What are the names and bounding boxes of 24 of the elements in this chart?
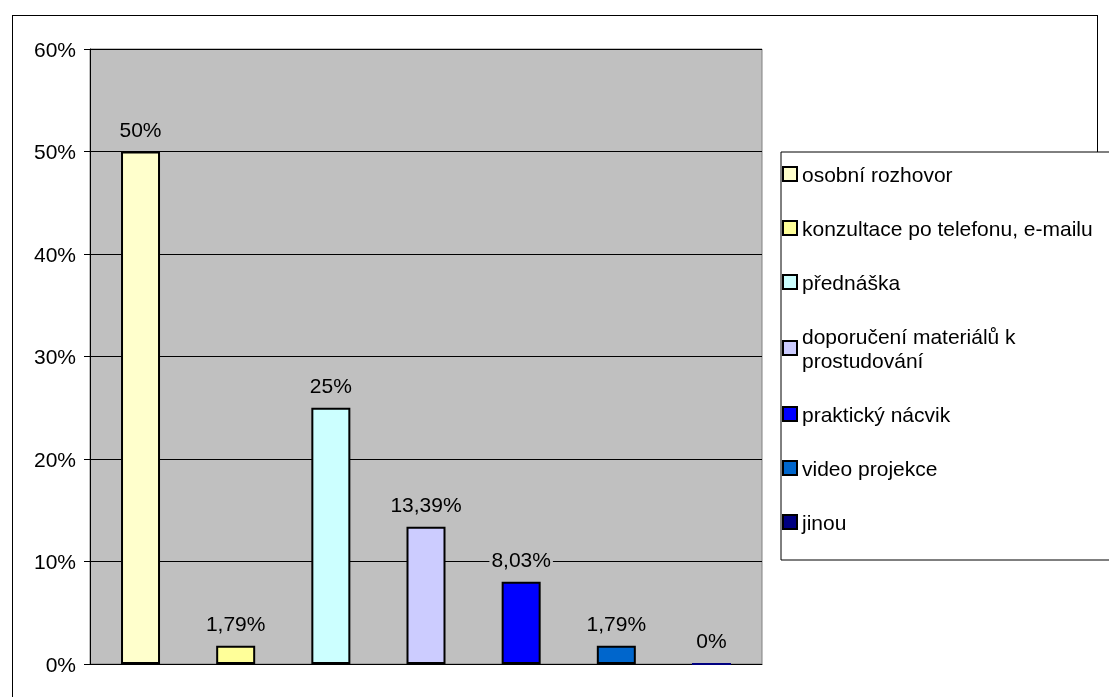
legend-label: praktický nácvik (802, 402, 951, 426)
y-tick-label: 0% (45, 652, 76, 676)
bar (501, 581, 541, 664)
y-tick-label: 50% (33, 140, 76, 163)
bar (596, 645, 636, 664)
legend-label: doporučení materiálů k prostudování (802, 324, 1022, 372)
y-tick-label: 30% (33, 345, 76, 368)
data-label: 50% (119, 117, 162, 141)
legend-label: jinou (801, 510, 847, 534)
data-label: 0% (696, 629, 727, 652)
legend-label: video projekce (802, 456, 938, 480)
bar (216, 645, 256, 664)
y-tick-label: 40% (33, 242, 76, 266)
legend-label: osobní rozhovor (802, 162, 953, 186)
data-label: 1,79% (586, 611, 647, 635)
y-tick-label: 10% (33, 550, 76, 573)
legend-label: konzultace po telefonu, e-mailu (802, 216, 1093, 240)
legend-label: přednáška (802, 270, 901, 294)
data-label: 25% (309, 373, 352, 397)
y-tick-label: 20% (33, 447, 76, 471)
data-label: 1,79% (205, 611, 266, 635)
data-label: 8,03% (491, 547, 551, 571)
y-tick-label: 60% (33, 37, 76, 61)
data-label: 13,39% (390, 492, 462, 516)
